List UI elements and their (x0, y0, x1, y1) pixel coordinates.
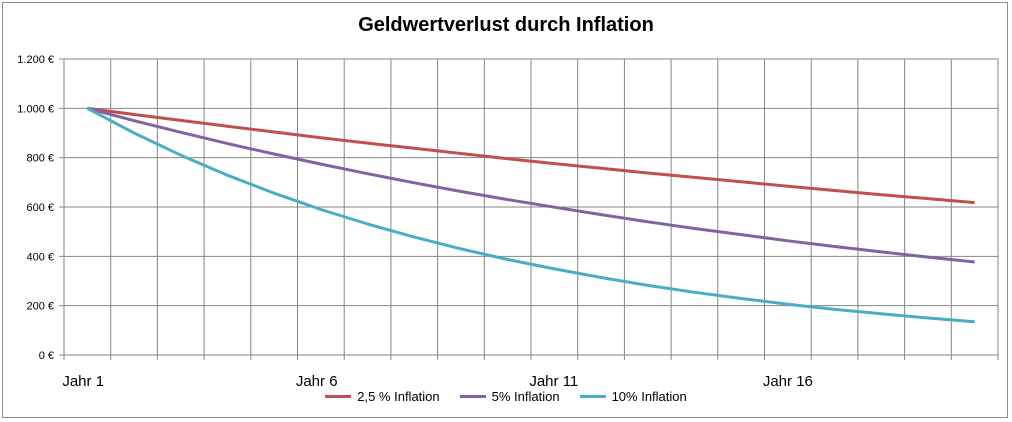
y-tick-label: 0 € (39, 350, 54, 362)
y-tick-label: 800 € (26, 153, 54, 165)
legend-swatch (325, 395, 352, 398)
legend-label: 5% Inflation (491, 389, 560, 404)
legend: 2,5 % Inflation 5% Inflation 10% Inflation (0, 389, 1012, 404)
series-line (87, 106, 975, 205)
chart-title: Geldwertverlust durch Inflation (358, 14, 654, 36)
x-tick-label: Jahr 1 (62, 373, 104, 390)
y-tick-label: 400 € (26, 251, 54, 263)
series-line (86, 106, 975, 324)
series-line (86, 106, 975, 264)
x-tick-label: Jahr 6 (296, 373, 338, 390)
plot-border (63, 58, 999, 356)
y-tick-label: 1.000 € (17, 103, 54, 115)
legend-label: 10% Inflation (611, 389, 687, 404)
legend-swatch (459, 395, 486, 398)
legend-swatch (579, 395, 606, 398)
legend-item: 10% Inflation (579, 389, 687, 404)
x-tick-label: Jahr 16 (763, 373, 813, 390)
legend-item: 2,5 % Inflation (325, 389, 440, 404)
y-tick-label: 600 € (26, 202, 54, 214)
x-tick-label: Jahr 11 (529, 373, 578, 390)
y-tick-label: 200 € (26, 301, 54, 313)
chart-frame (2, 2, 1008, 418)
legend-item: 5% Inflation (459, 389, 560, 404)
legend-label: 2,5 % Inflation (357, 389, 440, 404)
y-tick-label: 1.200 € (17, 54, 54, 66)
